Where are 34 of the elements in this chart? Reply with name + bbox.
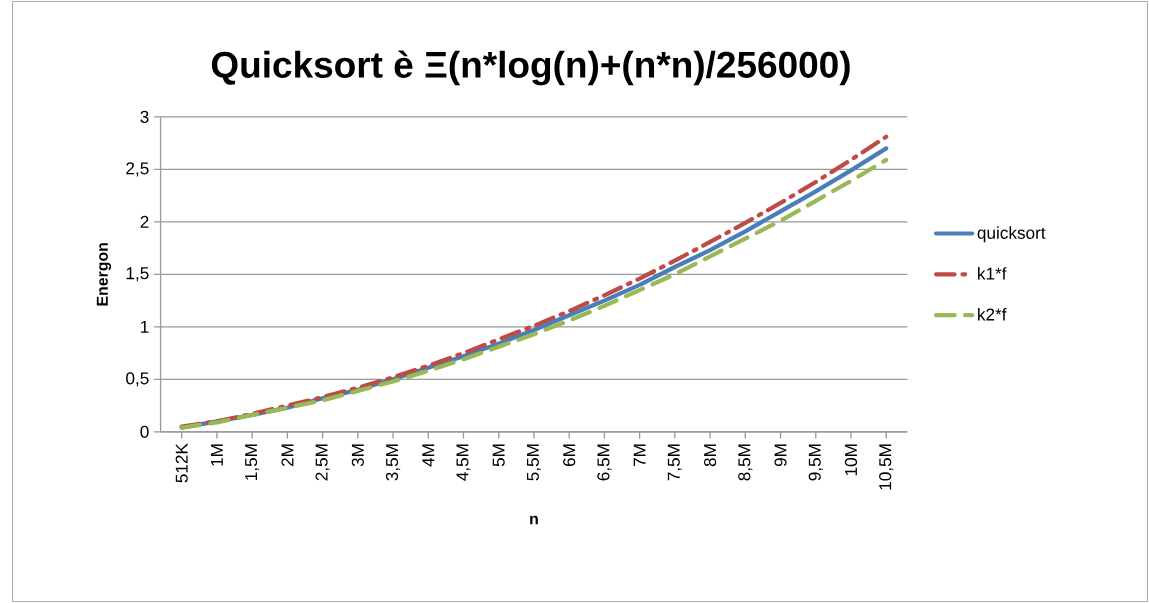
x-tick-label: 8M bbox=[704, 444, 717, 467]
x-tick-label: 4M bbox=[422, 444, 435, 467]
x-tick-label: 4,5M bbox=[456, 444, 471, 481]
x-tick-label: 6M bbox=[563, 444, 576, 466]
y-tick-label: 3 bbox=[140, 110, 149, 123]
x-tick-label: 1M bbox=[211, 444, 223, 466]
x-tick-label: 3M bbox=[351, 444, 364, 467]
x-tick-label: 5,5M bbox=[526, 444, 541, 481]
y-tick-label: 0,5 bbox=[126, 372, 149, 387]
x-tick-label: 7M bbox=[633, 444, 646, 466]
legend-label: k2*f bbox=[978, 307, 1007, 321]
x-tick-label: 3,5M bbox=[385, 444, 401, 481]
x-tick-label: 6,5M bbox=[597, 444, 612, 481]
x-tick-label: 512K bbox=[175, 443, 188, 483]
x-tick-label: 9M bbox=[774, 444, 787, 467]
x-tick-label: 10M bbox=[844, 444, 858, 476]
y-tick-label: 1 bbox=[141, 320, 149, 333]
x-tick-label: 9,5M bbox=[808, 444, 823, 481]
x-tick-label: 10,5M bbox=[879, 444, 894, 490]
legend-label: k1*f bbox=[978, 267, 1007, 280]
chart-title: Quicksort è Ξ(n*log(n)+(n*n)/256000) bbox=[211, 50, 850, 86]
x-tick-label: 7,5M bbox=[667, 444, 682, 481]
legend-label: quicksort bbox=[977, 226, 1046, 243]
y-axis-title: Energon bbox=[96, 243, 112, 306]
y-tick-label: 1,5 bbox=[126, 267, 149, 282]
y-tick-label: 2,5 bbox=[126, 162, 149, 177]
x-tick-label: 2M bbox=[281, 444, 294, 466]
x-tick-label: 2,5M bbox=[315, 444, 330, 481]
x-tick-label: 5M bbox=[492, 444, 505, 467]
x-axis-title: n bbox=[530, 515, 538, 525]
x-tick-label: 1,5M bbox=[245, 444, 260, 480]
y-tick-label: 2 bbox=[140, 215, 149, 228]
x-tick-label: 8,5M bbox=[738, 444, 753, 481]
y-tick-label: 0 bbox=[140, 425, 149, 438]
